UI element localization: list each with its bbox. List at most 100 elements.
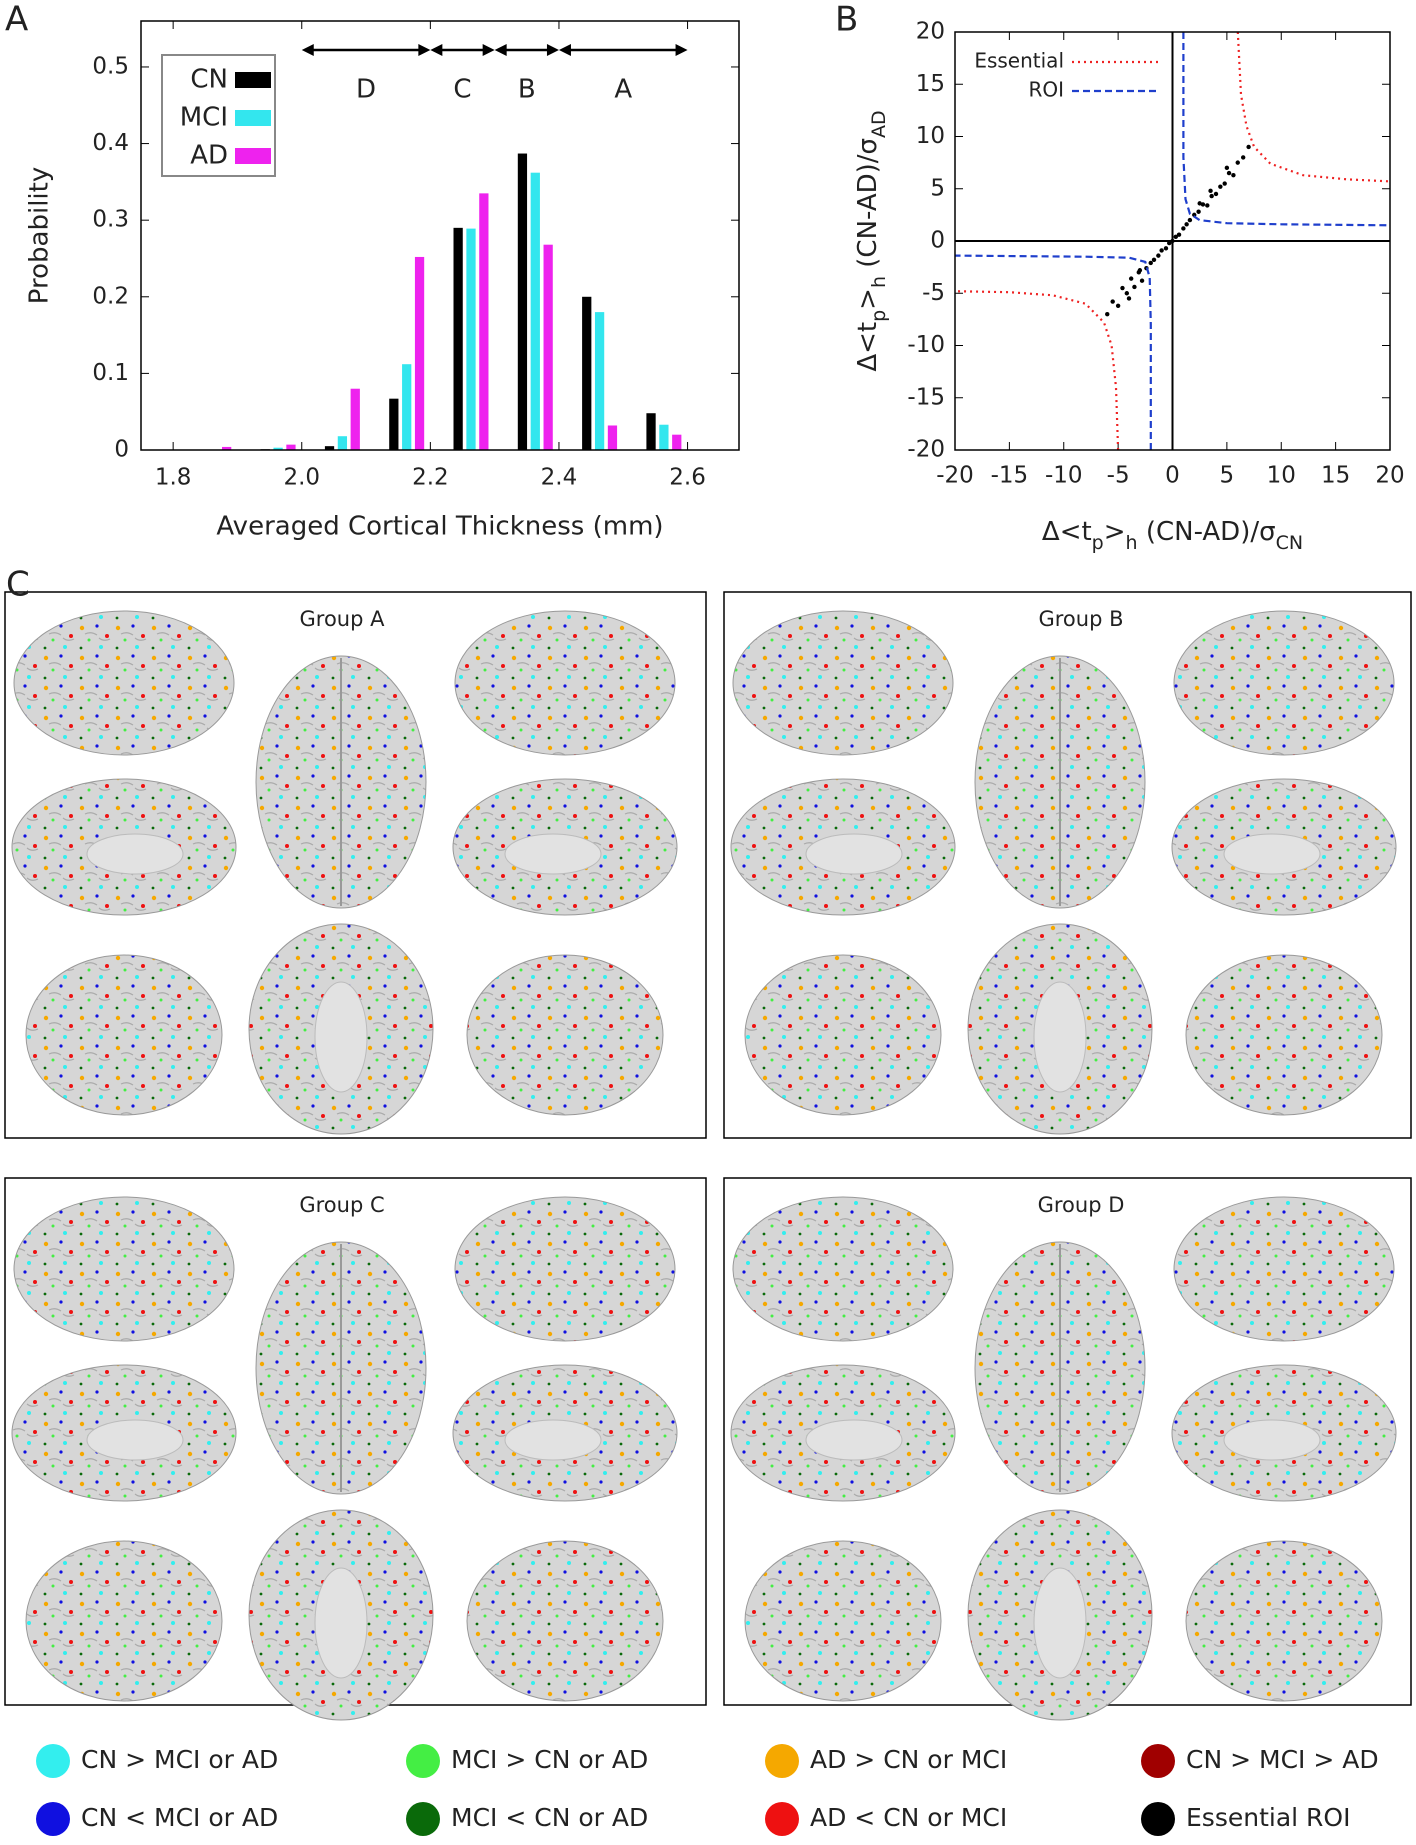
annotation-label: C bbox=[453, 75, 471, 105]
group-box bbox=[723, 591, 1412, 1139]
bar bbox=[646, 413, 656, 450]
legend-swatch bbox=[235, 148, 271, 164]
scatter-point bbox=[1151, 257, 1157, 263]
group-box bbox=[4, 591, 707, 1139]
legend-label: Essential bbox=[974, 49, 1064, 73]
legend-dot bbox=[406, 1802, 440, 1836]
axis-label-part: h bbox=[1126, 532, 1138, 554]
annotation-label: B bbox=[518, 75, 536, 105]
scatter-point bbox=[1173, 234, 1178, 240]
x-tick-label: 10 bbox=[1267, 463, 1296, 489]
legend-label: CN < MCI or AD bbox=[81, 1803, 278, 1832]
y-tick-label: -15 bbox=[907, 384, 945, 410]
legend-label: AD > CN or MCI bbox=[810, 1745, 1007, 1774]
y-axis-label: Probability bbox=[25, 167, 55, 304]
x-tick-label: 0 bbox=[1165, 463, 1180, 489]
bar bbox=[350, 388, 360, 450]
y-tick-label: 0 bbox=[114, 437, 129, 463]
bar bbox=[607, 425, 618, 450]
legend-label: Essential ROI bbox=[1186, 1803, 1350, 1832]
x-tick-label: 1.8 bbox=[155, 465, 192, 491]
y-tick-label: 20 bbox=[916, 19, 945, 45]
x-tick-label: -20 bbox=[936, 463, 974, 489]
y-tick-label: -20 bbox=[907, 437, 945, 463]
legend-dot bbox=[36, 1744, 70, 1778]
x-tick-label: 2.4 bbox=[541, 465, 578, 491]
bar bbox=[479, 193, 489, 450]
y-tick-label: 0.4 bbox=[92, 130, 129, 156]
scatter-point bbox=[1128, 276, 1134, 281]
curve bbox=[954, 32, 1391, 450]
bar bbox=[453, 227, 463, 450]
axis-label-part: p bbox=[868, 310, 890, 322]
axis-label-part: (CN-AD)/σ bbox=[853, 138, 883, 276]
group-title: Group A bbox=[300, 607, 386, 631]
scatter-point bbox=[1187, 217, 1193, 223]
scatter-point bbox=[1105, 311, 1110, 317]
brain-images bbox=[730, 610, 1397, 1135]
scatter-point bbox=[1139, 278, 1145, 283]
scatter-point bbox=[1213, 191, 1219, 197]
bar bbox=[466, 228, 476, 450]
scatter-point bbox=[1120, 285, 1125, 291]
legend-label: MCI bbox=[180, 103, 228, 133]
axis-label-part: (CN-AD)/σ bbox=[1138, 517, 1276, 547]
y-tick-label: -5 bbox=[922, 280, 945, 306]
scatter-point bbox=[1115, 303, 1121, 308]
legend-dot bbox=[765, 1744, 799, 1778]
scatter-point bbox=[1184, 222, 1189, 227]
brain-images bbox=[11, 1196, 678, 1721]
scatter-point bbox=[1209, 193, 1214, 199]
scatter-point bbox=[1235, 160, 1240, 165]
x-tick-label: 5 bbox=[1220, 463, 1235, 489]
bar bbox=[414, 256, 425, 450]
curve bbox=[954, 31, 1391, 451]
x-tick-label: 2.6 bbox=[669, 465, 706, 491]
scatter-point bbox=[1192, 212, 1197, 218]
scatter-point bbox=[1137, 268, 1143, 273]
y-tick-label: 0.5 bbox=[92, 53, 129, 79]
scatter-point bbox=[1148, 260, 1153, 266]
axis-label-part: AD bbox=[868, 110, 890, 138]
bar bbox=[530, 172, 540, 451]
axis-label-part: p bbox=[1092, 532, 1104, 554]
scatter-point bbox=[1231, 172, 1236, 178]
legend-label: MCI < CN or AD bbox=[451, 1803, 648, 1832]
legend-label: CN > MCI or AD bbox=[81, 1745, 278, 1774]
axis-label: Δ<tp>h (CN-AD)/σAD bbox=[853, 110, 890, 371]
panel-label: C bbox=[6, 565, 30, 605]
bar bbox=[543, 244, 553, 450]
x-tick-label: 20 bbox=[1375, 463, 1404, 489]
axis-label-part: CN bbox=[1276, 532, 1303, 554]
axis-label-part: Δ<t bbox=[853, 322, 883, 372]
axis-label-part: > bbox=[853, 288, 883, 310]
panel-label: B bbox=[835, 0, 858, 40]
axis-label: Δ<tp>h (CN-AD)/σCN bbox=[1042, 517, 1303, 554]
scatter-point bbox=[1156, 253, 1161, 258]
bar bbox=[273, 447, 283, 450]
y-tick-label: 0.1 bbox=[92, 360, 129, 386]
scatter-point bbox=[1181, 226, 1186, 231]
scatter-point bbox=[1124, 291, 1130, 296]
y-tick-label: 0 bbox=[930, 228, 945, 254]
bar bbox=[594, 312, 605, 450]
scatter-point bbox=[1159, 248, 1164, 253]
bar bbox=[659, 424, 669, 450]
axis-label-part: Δ<t bbox=[1042, 517, 1092, 547]
scatter-point bbox=[1240, 155, 1246, 160]
bar bbox=[324, 446, 335, 450]
bar bbox=[517, 153, 528, 451]
y-tick-label: 10 bbox=[916, 123, 945, 149]
annotation-label: A bbox=[614, 75, 632, 105]
group-title: Group C bbox=[299, 1193, 384, 1217]
scatter-point bbox=[1167, 240, 1172, 246]
x-tick-label: -10 bbox=[1045, 463, 1083, 489]
bar bbox=[389, 398, 399, 450]
legend-label: AD bbox=[190, 141, 228, 171]
legend-label: MCI > CN or AD bbox=[451, 1745, 648, 1774]
bar bbox=[337, 436, 348, 450]
legend-dot bbox=[406, 1744, 440, 1778]
legend-dot bbox=[765, 1802, 799, 1836]
